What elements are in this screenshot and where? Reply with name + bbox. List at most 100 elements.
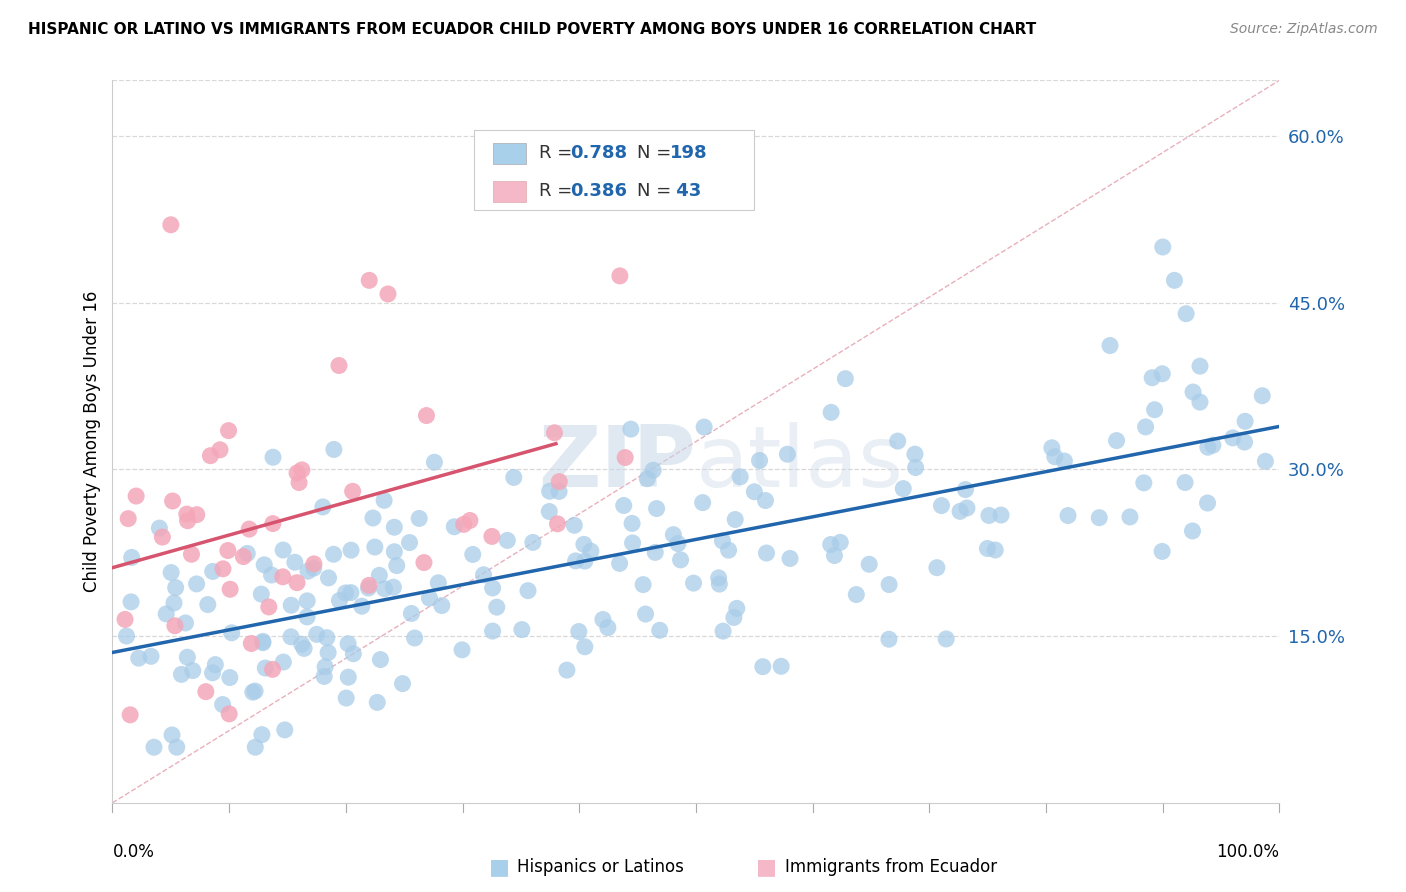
Point bbox=[522, 535, 544, 549]
Point bbox=[925, 560, 948, 574]
Point bbox=[315, 631, 337, 645]
Point bbox=[1188, 395, 1211, 409]
Point bbox=[1057, 508, 1080, 523]
Point bbox=[609, 268, 631, 283]
Point bbox=[709, 577, 731, 591]
Point bbox=[280, 598, 302, 612]
Point bbox=[1174, 475, 1197, 490]
Point bbox=[546, 516, 568, 531]
Point bbox=[752, 659, 775, 673]
Point bbox=[666, 536, 689, 550]
Point bbox=[368, 568, 391, 582]
Point bbox=[288, 475, 311, 490]
Point bbox=[413, 556, 436, 570]
Point bbox=[427, 575, 450, 590]
Point bbox=[398, 535, 420, 549]
Point bbox=[120, 707, 142, 722]
Point bbox=[1043, 450, 1066, 464]
Point bbox=[956, 500, 979, 515]
Point bbox=[262, 450, 284, 465]
Point bbox=[877, 632, 900, 647]
Point bbox=[779, 551, 801, 566]
Point bbox=[262, 516, 284, 531]
Point bbox=[955, 483, 977, 497]
Point bbox=[1234, 414, 1257, 428]
Point bbox=[845, 588, 868, 602]
Point bbox=[662, 527, 685, 541]
Point bbox=[260, 568, 283, 582]
Point bbox=[496, 533, 519, 548]
Point bbox=[194, 684, 217, 698]
Point bbox=[648, 624, 671, 638]
Point bbox=[382, 580, 405, 594]
Point bbox=[337, 637, 360, 651]
Point bbox=[517, 583, 540, 598]
Point bbox=[382, 545, 405, 559]
Text: 43: 43 bbox=[669, 182, 702, 200]
Point bbox=[373, 493, 395, 508]
Point bbox=[322, 442, 344, 457]
Point bbox=[820, 537, 842, 551]
Point bbox=[377, 287, 399, 301]
Point bbox=[117, 511, 139, 525]
Point bbox=[723, 610, 745, 624]
Point bbox=[1088, 510, 1111, 524]
Point bbox=[335, 586, 357, 600]
Text: atlas: atlas bbox=[696, 422, 904, 505]
Point bbox=[643, 463, 665, 477]
Point bbox=[143, 740, 166, 755]
Point bbox=[361, 511, 384, 525]
Point bbox=[711, 624, 734, 639]
Text: 0.788: 0.788 bbox=[569, 145, 627, 162]
Point bbox=[280, 630, 302, 644]
Point bbox=[1135, 420, 1157, 434]
Text: 198: 198 bbox=[669, 145, 707, 162]
Point bbox=[208, 442, 231, 457]
Point bbox=[114, 612, 136, 626]
Point bbox=[548, 484, 571, 499]
Text: 0.386: 0.386 bbox=[569, 182, 627, 200]
Point bbox=[1254, 454, 1277, 468]
Point bbox=[253, 558, 276, 572]
Point bbox=[990, 508, 1012, 522]
Point bbox=[574, 640, 596, 654]
Point bbox=[316, 646, 339, 660]
Point bbox=[728, 470, 751, 484]
Point bbox=[636, 472, 658, 486]
Point bbox=[302, 561, 325, 575]
Point bbox=[240, 636, 263, 650]
Point bbox=[931, 499, 953, 513]
Point bbox=[472, 567, 495, 582]
Point bbox=[201, 565, 224, 579]
Point bbox=[176, 507, 198, 521]
Point bbox=[350, 599, 373, 614]
Point bbox=[221, 625, 243, 640]
Point bbox=[186, 577, 208, 591]
Point bbox=[404, 631, 426, 645]
Point bbox=[373, 582, 395, 596]
Point bbox=[613, 499, 636, 513]
Point bbox=[1222, 431, 1244, 445]
Point bbox=[1040, 441, 1063, 455]
Point bbox=[481, 529, 503, 543]
Point bbox=[1251, 389, 1274, 403]
Point bbox=[314, 669, 336, 683]
Point bbox=[212, 562, 235, 576]
Point bbox=[430, 599, 453, 613]
Text: Source: ZipAtlas.com: Source: ZipAtlas.com bbox=[1230, 22, 1378, 37]
Point bbox=[366, 695, 388, 709]
Point bbox=[1181, 524, 1204, 538]
Point bbox=[273, 655, 295, 669]
Point bbox=[262, 662, 284, 676]
Point bbox=[242, 685, 264, 699]
Point bbox=[382, 520, 405, 534]
Point bbox=[391, 676, 413, 690]
Point bbox=[314, 660, 336, 674]
Point bbox=[562, 518, 585, 533]
Text: Hispanics or Latinos: Hispanics or Latinos bbox=[517, 858, 685, 876]
Point bbox=[458, 513, 481, 527]
Point bbox=[669, 553, 692, 567]
Point bbox=[357, 581, 380, 595]
Point bbox=[711, 533, 734, 548]
Point bbox=[1197, 440, 1219, 454]
